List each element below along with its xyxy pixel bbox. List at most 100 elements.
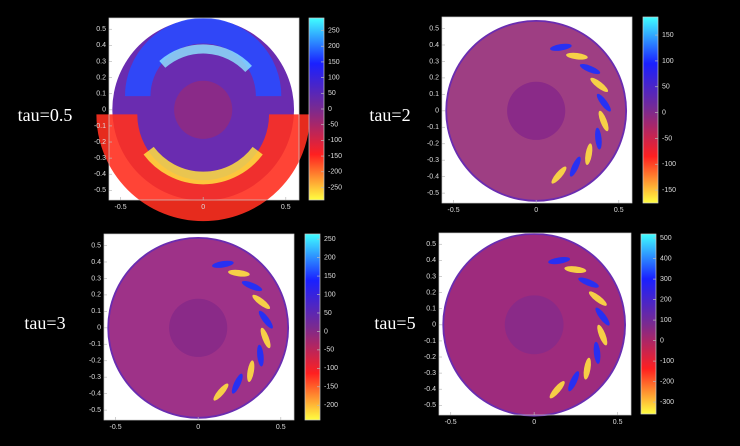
streak: [549, 381, 565, 399]
colorbar-tick-label: 50: [662, 84, 670, 91]
y-tick-label: -0.1: [424, 338, 436, 345]
streak: [551, 166, 567, 184]
colorbar: [643, 17, 658, 203]
streak: [260, 327, 271, 349]
y-tick-label: -0.3: [424, 370, 436, 377]
panel-label: tau=2: [369, 105, 410, 125]
y-tick-label: -0.5: [94, 187, 106, 194]
y-tick-label: 0.3: [96, 58, 106, 65]
x-tick-label: 0: [201, 204, 205, 211]
streak: [595, 127, 602, 150]
colorbar-frame: [304, 233, 321, 421]
y-tick-label: 0.1: [426, 306, 436, 313]
streak: [595, 307, 610, 326]
y-tick-label: -0.1: [89, 341, 101, 348]
streak: [569, 156, 581, 177]
y-tick-label: -0.4: [427, 174, 439, 181]
colorbar-tick-label: 250: [328, 27, 340, 34]
colorbar-tick-label: -100: [660, 358, 674, 365]
streak: [258, 310, 273, 329]
streak: [596, 93, 611, 112]
streak: [257, 344, 264, 367]
colorbar-tick-label: 250: [324, 236, 336, 243]
blue-band: [125, 18, 282, 97]
streak: [228, 269, 250, 277]
y-tick-label: 0.5: [426, 241, 436, 248]
y-tick-label: 0: [432, 322, 436, 329]
streak: [579, 63, 601, 75]
panel-label: tau=5: [374, 313, 415, 333]
y-tick-label: 0.2: [426, 289, 436, 296]
y-tick-label: 0.5: [96, 26, 106, 33]
colorbar-tick-label: -250: [328, 184, 342, 191]
streak: [568, 371, 580, 392]
colorbar-tick-label: -100: [662, 161, 676, 168]
colorbar-tick-label: 200: [660, 296, 672, 303]
streak: [550, 43, 572, 51]
y-tick-label: -0.4: [89, 391, 101, 398]
streak: [583, 357, 591, 380]
x-tick-label: 0: [196, 424, 200, 431]
colorbar-tick-label: -150: [324, 384, 338, 391]
x-tick-label: 0: [532, 419, 536, 426]
colorbar-tick-label: 100: [324, 291, 336, 298]
cyan-band: [159, 44, 252, 73]
x-tick-label: 0.5: [281, 204, 291, 211]
colorbar-tick-label: 0: [662, 109, 666, 116]
plot-frame: [103, 233, 295, 421]
heatmap-field: [445, 19, 628, 202]
streak: [598, 110, 609, 132]
y-tick-label: 0: [97, 325, 101, 332]
y-tick-label: 0.2: [91, 292, 101, 299]
colorbar-tick-label: -300: [660, 399, 674, 406]
y-tick-label: 0: [102, 107, 106, 114]
x-tick-label: -0.5: [445, 419, 457, 426]
x-tick-label: -0.5: [115, 204, 127, 211]
red-band: [96, 113, 310, 221]
colorbar-tick-label: 0: [328, 106, 332, 113]
y-tick-label: 0.2: [429, 75, 439, 82]
y-tick-label: -0.2: [427, 141, 439, 148]
x-tick-label: 0.5: [613, 419, 623, 426]
heatmap-field: [96, 18, 310, 221]
colorbar-tick-label: 50: [324, 310, 332, 317]
y-tick-label: 0.4: [91, 259, 101, 266]
x-tick-label: 0.5: [614, 207, 624, 214]
x-tick-label: -0.5: [448, 207, 460, 214]
y-tick-label: 0.3: [429, 58, 439, 65]
inner-disk: [169, 298, 228, 357]
y-tick-label: -0.2: [94, 139, 106, 146]
y-tick-label: -0.1: [427, 124, 439, 131]
streak: [564, 266, 587, 274]
y-tick-label: 0.1: [96, 91, 106, 98]
streak: [548, 257, 571, 265]
colorbar-tick-label: 200: [328, 43, 340, 50]
panel-label: tau=3: [24, 313, 65, 333]
colorbar-tick-label: 200: [324, 254, 336, 261]
x-tick-label: 0: [534, 207, 538, 214]
x-tick-label: 0.5: [276, 424, 286, 431]
colorbar-tick-label: -200: [328, 169, 342, 176]
streak: [585, 143, 593, 165]
colorbar-tick-label: 100: [328, 74, 340, 81]
streak: [593, 341, 601, 364]
inner-disk: [174, 80, 233, 139]
colorbar-tick-label: 300: [660, 276, 672, 283]
colorbar-tick-label: 500: [660, 235, 672, 242]
y-tick-label: 0.2: [96, 74, 106, 81]
colorbar-tick-label: -50: [328, 122, 338, 129]
y-tick-label: 0.3: [91, 275, 101, 282]
streak: [212, 260, 234, 268]
y-tick-label: -0.3: [427, 157, 439, 164]
colorbar: [641, 234, 656, 414]
streak: [213, 383, 229, 401]
colorbar-tick-label: 150: [328, 59, 340, 66]
y-tick-label: -0.1: [94, 123, 106, 130]
colorbar: [309, 18, 324, 200]
y-tick-label: -0.2: [89, 358, 101, 365]
colorbar-tick-label: -50: [662, 135, 672, 142]
y-tick-label: 0.4: [426, 257, 436, 264]
colorbar-tick-label: -150: [662, 187, 676, 194]
inner-disk: [504, 295, 564, 355]
